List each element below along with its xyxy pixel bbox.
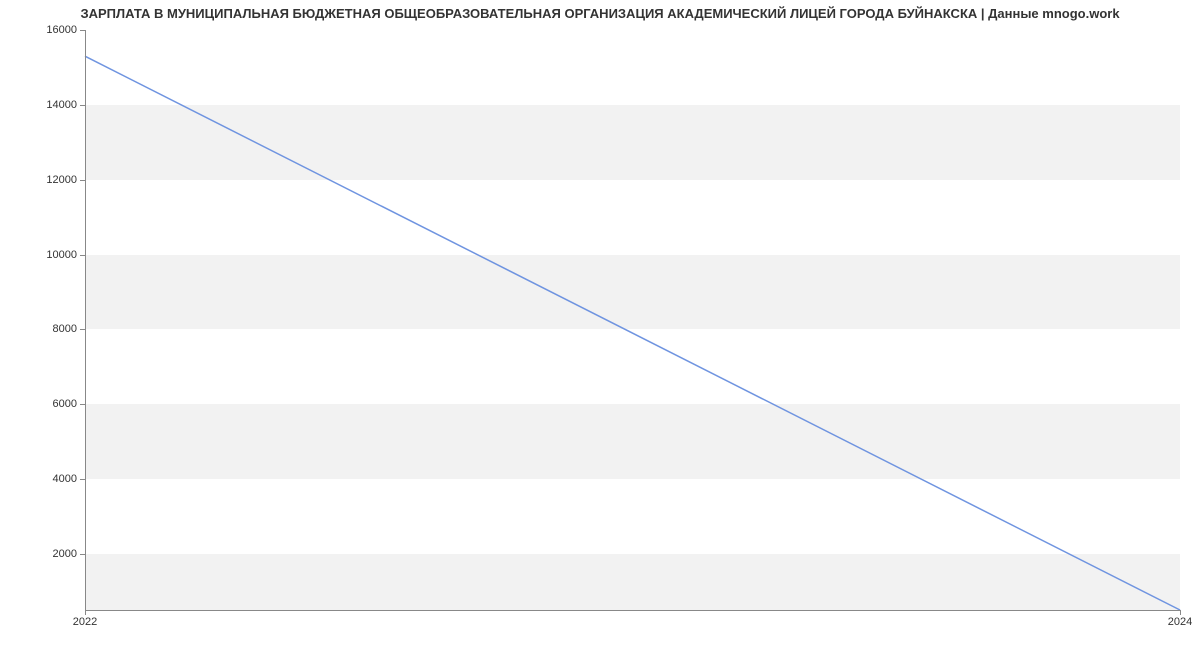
series-line-salary [85,56,1180,610]
chart-title: ЗАРПЛАТА В МУНИЦИПАЛЬНАЯ БЮДЖЕТНАЯ ОБЩЕО… [0,6,1200,21]
y-tick [80,180,85,181]
y-tick [80,554,85,555]
x-tick [1180,610,1181,615]
y-tick [80,329,85,330]
y-tick-label: 8000 [53,323,77,335]
y-tick-label: 6000 [53,398,77,410]
x-axis-line [85,610,1180,611]
x-tick [85,610,86,615]
y-tick-label: 4000 [53,473,77,485]
y-tick-label: 12000 [46,174,77,186]
y-axis-line [85,30,86,610]
x-tick-label: 2024 [1168,616,1192,628]
y-tick-label: 14000 [46,99,77,111]
y-tick-label: 2000 [53,548,77,560]
plot-area: 2000400060008000100001200014000160002022… [85,30,1180,610]
x-tick-label: 2022 [73,616,97,628]
y-tick-label: 16000 [46,24,77,36]
y-tick [80,30,85,31]
y-tick [80,105,85,106]
y-tick [80,255,85,256]
salary-chart: ЗАРПЛАТА В МУНИЦИПАЛЬНАЯ БЮДЖЕТНАЯ ОБЩЕО… [0,0,1200,650]
line-layer [85,30,1180,610]
y-tick-label: 10000 [46,249,77,261]
y-tick [80,479,85,480]
y-tick [80,404,85,405]
